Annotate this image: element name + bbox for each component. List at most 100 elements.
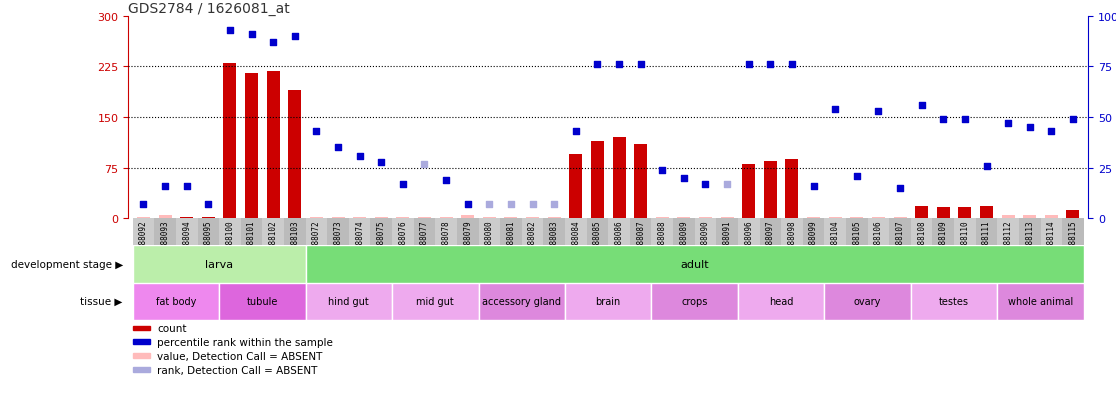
Point xyxy=(826,106,844,113)
Text: brain: brain xyxy=(596,297,620,306)
Bar xyxy=(1062,219,1084,246)
Bar xyxy=(479,283,565,320)
Text: whole animal: whole animal xyxy=(1008,297,1074,306)
Text: GSM188113: GSM188113 xyxy=(1026,220,1035,261)
Bar xyxy=(998,283,1084,320)
Bar xyxy=(543,219,565,246)
Bar xyxy=(760,219,781,246)
Text: GSM188085: GSM188085 xyxy=(593,220,602,261)
Bar xyxy=(763,161,777,219)
Text: GSM188075: GSM188075 xyxy=(377,220,386,261)
Bar xyxy=(889,219,911,246)
Point xyxy=(588,62,606,69)
Text: GSM188074: GSM188074 xyxy=(355,220,364,261)
Bar xyxy=(331,218,345,219)
Text: GSM188080: GSM188080 xyxy=(484,220,494,261)
Bar xyxy=(288,91,301,219)
Bar xyxy=(180,218,193,219)
Bar xyxy=(154,219,176,246)
Text: GSM188092: GSM188092 xyxy=(140,220,148,261)
Bar xyxy=(807,218,820,219)
Bar xyxy=(306,219,327,246)
Point xyxy=(719,181,737,188)
Text: GSM188111: GSM188111 xyxy=(982,220,991,261)
Bar xyxy=(1019,219,1040,246)
Bar xyxy=(522,219,543,246)
Bar xyxy=(327,219,349,246)
Bar xyxy=(980,207,993,219)
Bar xyxy=(587,219,608,246)
Bar xyxy=(591,141,604,219)
Bar xyxy=(673,219,694,246)
Text: mid gut: mid gut xyxy=(416,297,454,306)
Bar xyxy=(933,219,954,246)
Point xyxy=(848,173,866,180)
Point xyxy=(913,102,931,109)
Text: GSM188089: GSM188089 xyxy=(680,220,689,261)
Bar xyxy=(608,219,629,246)
Bar xyxy=(133,339,151,344)
Text: GSM188076: GSM188076 xyxy=(398,220,407,261)
Bar xyxy=(133,354,151,358)
Bar xyxy=(867,219,889,246)
Bar xyxy=(742,165,756,219)
Point xyxy=(459,202,477,208)
Bar xyxy=(306,246,1084,283)
Point xyxy=(956,116,974,123)
Point xyxy=(999,121,1017,127)
Point xyxy=(610,62,628,69)
Text: GSM188081: GSM188081 xyxy=(507,220,516,261)
Bar xyxy=(652,283,738,320)
Bar xyxy=(440,218,453,219)
Bar xyxy=(1045,216,1058,219)
Bar xyxy=(738,219,760,246)
Text: GSM188105: GSM188105 xyxy=(853,220,862,261)
Bar xyxy=(133,219,154,246)
Text: GSM188077: GSM188077 xyxy=(420,220,429,261)
Text: GSM188101: GSM188101 xyxy=(247,220,256,261)
Text: GSM188082: GSM188082 xyxy=(528,220,537,261)
Text: GSM188073: GSM188073 xyxy=(334,220,343,261)
Point xyxy=(156,183,174,190)
Bar xyxy=(392,283,479,320)
Bar xyxy=(396,218,410,219)
Text: GSM188087: GSM188087 xyxy=(636,220,645,261)
Text: GSM188108: GSM188108 xyxy=(917,220,926,261)
Point xyxy=(286,33,304,40)
Text: GSM188096: GSM188096 xyxy=(744,220,753,261)
Bar xyxy=(1067,211,1079,219)
Bar xyxy=(176,219,198,246)
Text: GSM188094: GSM188094 xyxy=(182,220,191,261)
Bar xyxy=(721,218,733,219)
Text: GSM188095: GSM188095 xyxy=(204,220,213,261)
Bar xyxy=(911,283,998,320)
Point xyxy=(177,183,195,190)
Bar xyxy=(283,219,306,246)
Point xyxy=(394,181,412,188)
Bar xyxy=(158,216,172,219)
Point xyxy=(523,202,541,208)
Point xyxy=(480,202,498,208)
Bar xyxy=(267,72,280,219)
Text: testes: testes xyxy=(939,297,969,306)
Bar xyxy=(716,219,738,246)
Bar xyxy=(850,218,864,219)
Bar xyxy=(829,218,841,219)
Bar xyxy=(202,218,214,219)
Point xyxy=(891,185,908,192)
Text: tubule: tubule xyxy=(247,297,278,306)
Text: GSM188098: GSM188098 xyxy=(788,220,797,261)
Bar xyxy=(998,219,1019,246)
Point xyxy=(135,202,153,208)
Bar xyxy=(526,218,539,219)
Bar xyxy=(959,207,971,219)
Text: GSM188100: GSM188100 xyxy=(225,220,234,261)
Text: GSM188072: GSM188072 xyxy=(311,220,321,261)
Point xyxy=(546,202,564,208)
Text: fat body: fat body xyxy=(156,297,196,306)
Bar xyxy=(371,219,392,246)
Bar xyxy=(911,219,933,246)
Text: GSM188107: GSM188107 xyxy=(895,220,905,261)
Bar xyxy=(504,218,518,219)
Bar xyxy=(219,283,306,320)
